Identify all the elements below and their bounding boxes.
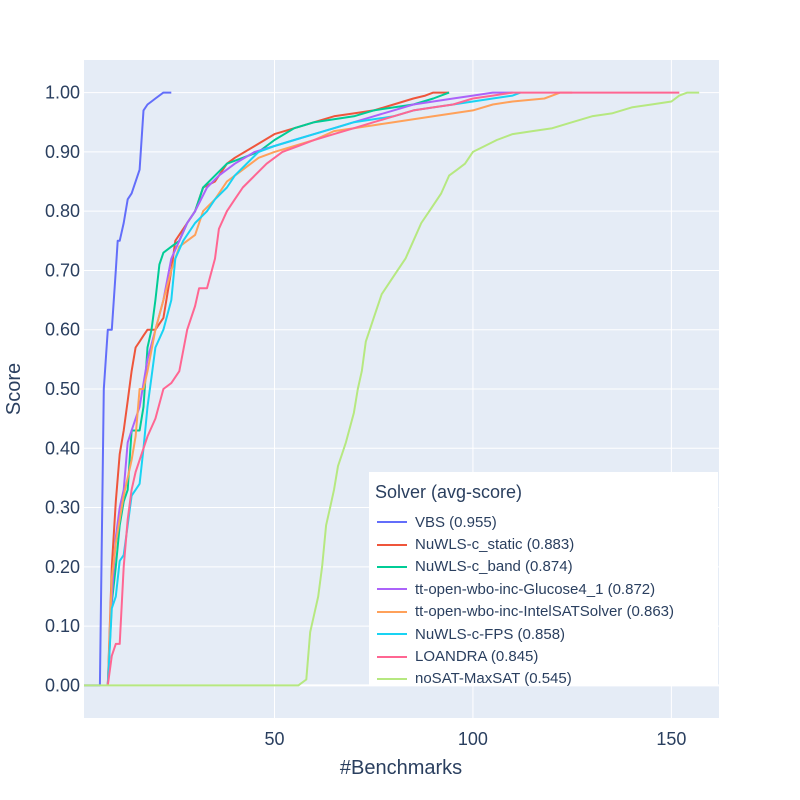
legend-item[interactable]: NuWLS-c-FPS (0.858) — [373, 623, 714, 645]
legend-label: noSAT-MaxSAT (0.545) — [415, 670, 572, 688]
y-tick-label: 0.30 — [45, 498, 80, 518]
legend-swatch — [377, 543, 407, 546]
legend-item[interactable]: NuWLS-c_band (0.874) — [373, 556, 714, 578]
y-tick-label: 0.60 — [45, 320, 80, 340]
legend: Solver (avg-score) VBS (0.955) NuWLS-c_st… — [369, 472, 718, 687]
series-line — [84, 91, 172, 687]
legend-swatch — [377, 565, 407, 568]
legend-label: LOANDRA (0.845) — [415, 648, 539, 666]
x-tick-label: 50 — [264, 729, 284, 749]
series-line — [84, 91, 700, 687]
series-line — [106, 91, 680, 686]
legend-label: NuWLS-c_band (0.874) — [415, 558, 573, 576]
x-tick-label: 150 — [656, 729, 686, 749]
series-line — [106, 91, 513, 686]
y-tick-label: 0.50 — [45, 379, 80, 399]
legend-label: tt-open-wbo-inc-IntelSATSolver (0.863) — [415, 603, 674, 621]
legend-item[interactable]: noSAT-MaxSAT (0.545) — [373, 668, 714, 690]
legend-swatch — [377, 610, 407, 613]
y-tick-label: 0.70 — [45, 260, 80, 280]
tick-labels: 0.00 0.10 0.20 0.30 0.40 0.50 0.60 0.70 0.80 0.90… — [45, 83, 686, 749]
legend-label: NuWLS-c_static (0.883) — [415, 536, 575, 554]
legend-items: VBS (0.955) NuWLS-c_static (0.883) NuWLS-c… — [373, 511, 714, 690]
legend-label: tt-open-wbo-inc-Glucose4_1 (0.872) — [415, 580, 656, 598]
legend-swatch — [377, 588, 407, 591]
y-tick-label: 0.40 — [45, 438, 80, 458]
x-tick-label: 100 — [458, 729, 488, 749]
series-line — [106, 91, 573, 686]
legend-swatch — [377, 633, 407, 636]
legend-label: VBS (0.955) — [415, 513, 497, 531]
legend-swatch — [377, 677, 407, 680]
legend-label: NuWLS-c-FPS (0.858) — [415, 625, 566, 643]
y-tick-label: 1.00 — [45, 83, 80, 103]
y-axis-title: Score — [3, 363, 25, 415]
legend-item[interactable]: tt-open-wbo-inc-IntelSATSolver (0.863) — [373, 601, 714, 623]
y-tick-label: 0.00 — [45, 675, 80, 695]
legend-item[interactable]: NuWLS-c_static (0.883) — [373, 533, 714, 555]
legend-item[interactable]: VBS (0.955) — [373, 511, 714, 533]
y-tick-label: 0.10 — [45, 616, 80, 636]
legend-swatch — [377, 521, 407, 524]
legend-item[interactable]: tt-open-wbo-inc-Glucose4_1 (0.872) — [373, 578, 714, 600]
y-tick-label: 0.80 — [45, 201, 80, 221]
x-axis-title: #Benchmarks — [340, 757, 462, 779]
legend-swatch — [377, 655, 407, 658]
legend-item[interactable]: LOANDRA (0.845) — [373, 645, 714, 667]
y-tick-label: 0.90 — [45, 142, 80, 162]
legend-title: Solver (avg-score) — [375, 482, 523, 502]
series-lines — [84, 91, 700, 687]
y-tick-label: 0.20 — [45, 557, 80, 577]
